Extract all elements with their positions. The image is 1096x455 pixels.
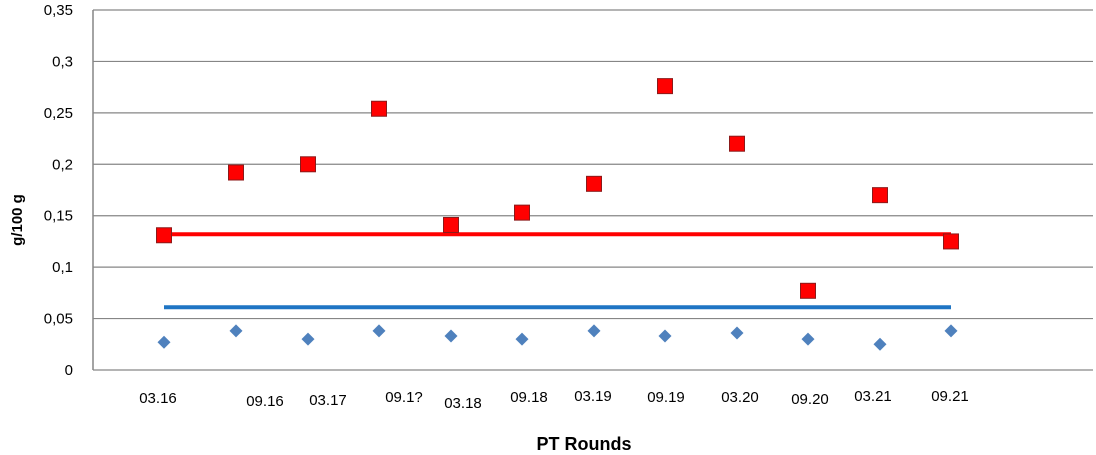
x-tick-label: 03.21 xyxy=(854,388,892,405)
data-point-square xyxy=(228,164,244,181)
data-point-square xyxy=(156,227,172,244)
y-tick-label: 0 xyxy=(65,362,73,379)
x-tick-label: 09.1? xyxy=(385,389,423,406)
x-axis-title: PT Rounds xyxy=(537,434,632,454)
x-tick-label: 03.17 xyxy=(309,392,347,409)
y-tick-labels: 0 0,05 0,1 0,15 0,2 0,25 0,3 0,35 xyxy=(44,2,73,379)
data-point-square xyxy=(729,135,745,152)
data-point-diamond xyxy=(372,324,386,338)
data-point-square xyxy=(443,216,459,233)
data-point-diamond xyxy=(587,324,601,338)
data-point-diamond xyxy=(730,326,744,340)
data-point-diamond xyxy=(873,337,887,351)
y-tick-label: 0,1 xyxy=(52,259,73,276)
data-points xyxy=(156,78,959,351)
x-tick-label: 09.21 xyxy=(931,388,969,405)
y-tick-label: 0,25 xyxy=(44,105,73,122)
x-tick-label: 03.20 xyxy=(721,389,759,406)
data-point-square xyxy=(586,175,602,192)
data-point-diamond xyxy=(444,329,458,343)
data-point-square xyxy=(657,78,673,95)
gridlines xyxy=(93,9,1093,371)
x-tick-label: 03.16 xyxy=(139,390,177,407)
x-tick-label: 09.19 xyxy=(647,389,685,406)
data-point-square xyxy=(800,282,816,299)
y-tick-label: 0,35 xyxy=(44,2,73,19)
y-axis-title: g/100 g xyxy=(9,194,26,246)
x-tick-labels: 03.16 09.16 03.17 09.1? 03.18 09.18 03.19 09.19… xyxy=(139,388,969,412)
reference-lines xyxy=(164,232,951,310)
x-tick-label: 09.16 xyxy=(246,393,284,410)
data-point-square xyxy=(872,187,888,204)
data-point-diamond xyxy=(301,332,315,346)
y-tick-label: 0,2 xyxy=(52,156,73,173)
data-point-diamond xyxy=(515,332,529,346)
data-point-square xyxy=(371,100,387,117)
data-point-diamond xyxy=(944,324,958,338)
data-point-square xyxy=(943,233,959,250)
x-tick-label: 03.19 xyxy=(574,388,612,405)
y-tick-label: 0,15 xyxy=(44,208,73,225)
x-tick-label: 09.18 xyxy=(510,389,548,406)
x-tick-label: 09.20 xyxy=(791,391,829,408)
x-tick-label: 03.18 xyxy=(444,395,482,412)
y-tick-label: 0,3 xyxy=(52,53,73,70)
data-point-diamond xyxy=(801,332,815,346)
data-point-square xyxy=(300,156,316,173)
data-point-diamond xyxy=(658,329,672,343)
data-point-diamond xyxy=(157,335,171,349)
data-point-square xyxy=(514,204,530,221)
y-tick-label: 0,05 xyxy=(44,311,73,328)
data-point-diamond xyxy=(229,324,243,338)
